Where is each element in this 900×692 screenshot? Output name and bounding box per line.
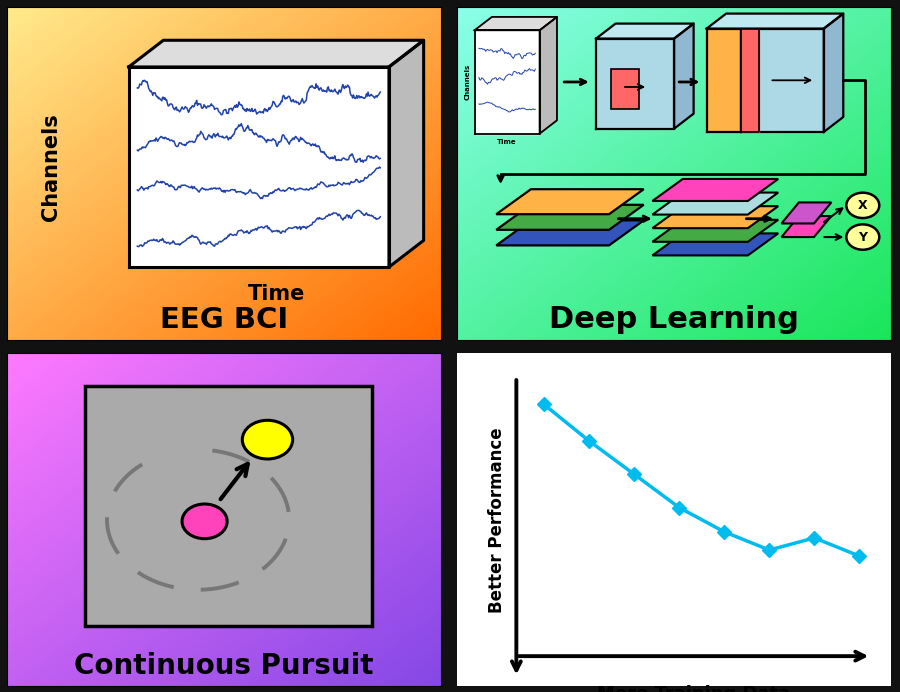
Polygon shape: [596, 24, 694, 39]
Circle shape: [846, 192, 879, 218]
Circle shape: [846, 224, 879, 250]
Polygon shape: [652, 233, 778, 255]
Bar: [611, 69, 639, 109]
Circle shape: [182, 504, 227, 538]
Polygon shape: [824, 14, 843, 132]
Text: Continuous Pursuit: Continuous Pursuit: [75, 652, 373, 680]
Text: More Training Data: More Training Data: [598, 685, 790, 692]
Text: Time: Time: [248, 284, 305, 304]
Text: Channels: Channels: [465, 64, 471, 100]
Polygon shape: [474, 17, 557, 30]
Polygon shape: [496, 189, 644, 215]
Circle shape: [242, 420, 292, 459]
Text: EEG BCI: EEG BCI: [160, 306, 288, 334]
Polygon shape: [474, 30, 540, 134]
Polygon shape: [742, 28, 759, 132]
Text: X: X: [858, 199, 868, 212]
Polygon shape: [496, 205, 644, 230]
Polygon shape: [389, 40, 424, 267]
Polygon shape: [540, 17, 557, 134]
Polygon shape: [706, 14, 843, 28]
Text: Y: Y: [859, 230, 868, 244]
Polygon shape: [652, 206, 778, 228]
Polygon shape: [652, 179, 778, 201]
Text: Deep Learning: Deep Learning: [549, 304, 799, 334]
Polygon shape: [129, 67, 389, 267]
Polygon shape: [781, 216, 832, 237]
Text: Channels: Channels: [40, 113, 60, 221]
Bar: [86, 386, 372, 626]
Polygon shape: [652, 192, 778, 215]
Polygon shape: [674, 24, 694, 129]
Polygon shape: [781, 203, 832, 224]
Polygon shape: [496, 220, 644, 246]
Polygon shape: [706, 28, 742, 132]
Polygon shape: [129, 40, 424, 67]
Polygon shape: [742, 28, 824, 132]
Text: Time: Time: [498, 139, 517, 145]
Polygon shape: [652, 220, 778, 242]
Text: Better Performance: Better Performance: [488, 427, 506, 612]
Polygon shape: [596, 39, 674, 129]
